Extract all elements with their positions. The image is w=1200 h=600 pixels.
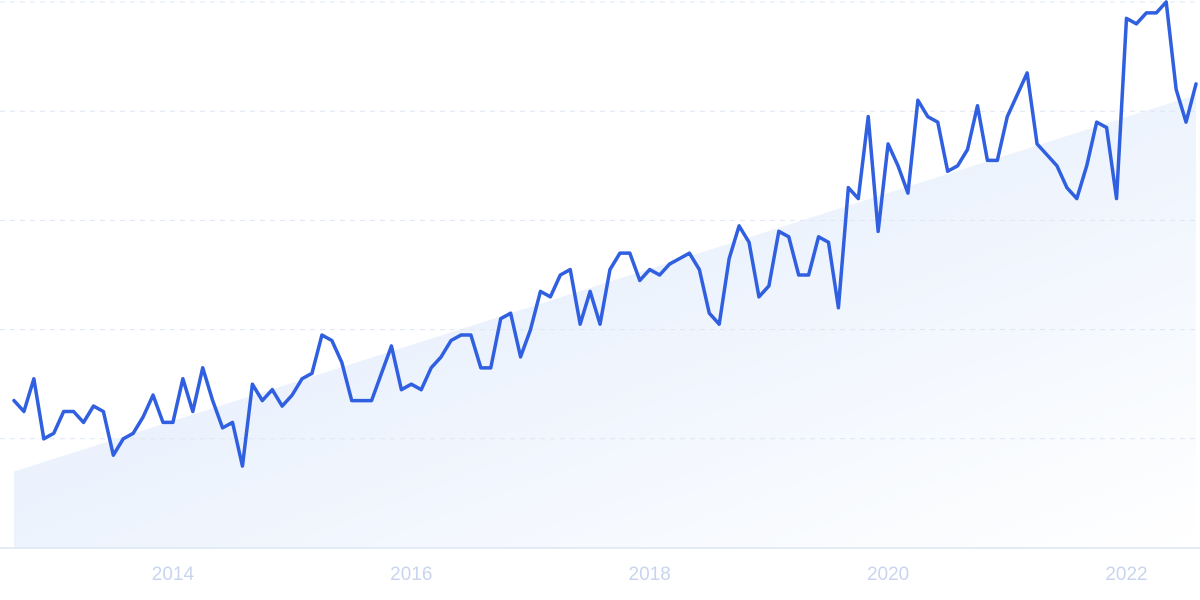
trend-area: [14, 94, 1196, 548]
x-tick-label: 2018: [629, 564, 671, 585]
x-tick-label: 2016: [390, 564, 432, 585]
x-tick-label: 2020: [867, 564, 909, 585]
x-tick-label: 2014: [152, 564, 195, 585]
trend-line: [12, 0, 1198, 468]
x-tick-label: 2022: [1105, 564, 1147, 585]
